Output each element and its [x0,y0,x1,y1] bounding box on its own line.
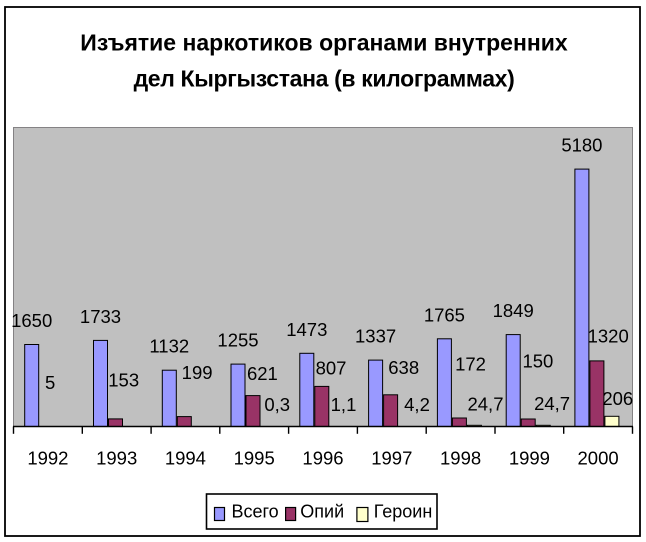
svg-text:дел Кыргызстана (в килограммах: дел Кыргызстана (в килограммах) [134,66,515,92]
svg-text:1320: 1320 [588,325,629,346]
svg-text:2000: 2000 [578,448,619,469]
svg-text:Опий: Опий [300,502,344,522]
svg-text:153: 153 [108,370,139,391]
svg-text:1733: 1733 [80,306,121,327]
svg-text:1992: 1992 [27,448,68,469]
svg-text:172: 172 [455,354,486,375]
svg-text:1994: 1994 [165,448,206,469]
svg-text:24,7: 24,7 [534,393,570,414]
svg-text:1999: 1999 [509,448,550,469]
svg-text:638: 638 [388,357,419,378]
svg-text:1255: 1255 [217,330,258,351]
svg-text:Изъятие наркотиков органами вн: Изъятие наркотиков органами внутренних [80,29,568,55]
svg-text:1337: 1337 [355,326,396,347]
svg-text:1996: 1996 [302,448,343,469]
svg-text:1132: 1132 [149,336,189,357]
svg-text:5180: 5180 [561,135,602,156]
svg-text:Всего: Всего [232,502,279,522]
svg-text:621: 621 [247,363,278,384]
svg-text:24,7: 24,7 [467,394,503,415]
svg-text:Героин: Героин [374,502,433,522]
svg-text:807: 807 [316,357,347,378]
svg-text:5: 5 [45,372,55,393]
svg-text:1650: 1650 [11,310,52,331]
svg-text:1997: 1997 [371,448,412,469]
svg-text:1995: 1995 [234,448,275,469]
svg-text:4,2: 4,2 [404,394,430,415]
svg-text:206: 206 [602,388,633,409]
svg-text:1849: 1849 [493,300,534,321]
svg-text:1,1: 1,1 [331,394,357,415]
svg-text:150: 150 [522,351,553,372]
svg-text:1765: 1765 [424,304,465,325]
svg-text:1998: 1998 [440,448,481,469]
svg-text:0,3: 0,3 [264,394,290,415]
svg-text:199: 199 [182,362,213,383]
svg-text:1473: 1473 [286,319,327,340]
svg-text:1993: 1993 [96,448,137,469]
